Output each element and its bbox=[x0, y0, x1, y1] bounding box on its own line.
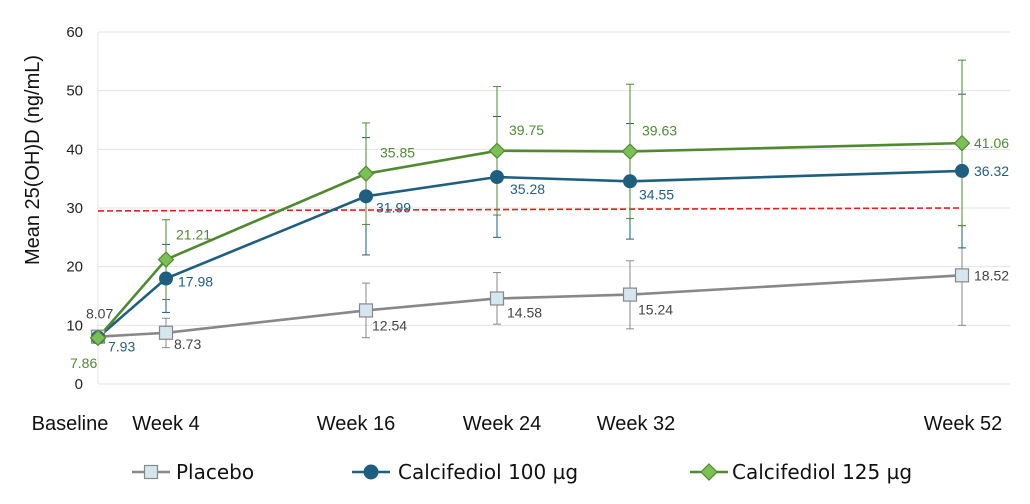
data-label: 35.85 bbox=[380, 145, 415, 161]
marker-diamond bbox=[89, 329, 107, 347]
data-label: 7.93 bbox=[108, 338, 135, 354]
marker-diamond bbox=[357, 165, 375, 183]
data-label: 8.73 bbox=[174, 336, 201, 352]
grid bbox=[97, 31, 1010, 385]
y-tick-label: 20 bbox=[66, 259, 83, 276]
y-tick-labels: 0 10 20 30 40 50 60 bbox=[66, 24, 83, 393]
marker-circle bbox=[359, 189, 373, 204]
legend-label: Placebo bbox=[176, 460, 254, 484]
data-label: 39.75 bbox=[509, 122, 544, 138]
marker-circle bbox=[159, 271, 173, 286]
x-tick-label: Week 52 bbox=[924, 413, 1003, 435]
y-axis-label: Mean 25(OH)D (ng/mL) bbox=[22, 55, 44, 265]
y-tick-label: 0 bbox=[75, 376, 83, 393]
data-label: 7.86 bbox=[70, 355, 97, 371]
legend-marker-circle bbox=[363, 464, 379, 480]
marker-circle bbox=[623, 174, 637, 189]
legend: Placebo Calcifediol 100 µg Calcifediol 125… bbox=[132, 460, 912, 484]
y-tick-label: 50 bbox=[66, 83, 83, 100]
reference-line bbox=[97, 207, 963, 212]
y-tick-label: 30 bbox=[66, 200, 83, 217]
markers bbox=[89, 134, 971, 347]
marker-square bbox=[954, 268, 970, 283]
marker-circle bbox=[490, 170, 504, 185]
marker-diamond bbox=[621, 143, 639, 160]
marker-square bbox=[158, 325, 174, 340]
data-label: 35.28 bbox=[510, 181, 545, 197]
legend-label: Calcifediol 125 µg bbox=[732, 460, 912, 484]
data-label: 34.55 bbox=[639, 186, 674, 202]
data-label: 21.21 bbox=[176, 227, 211, 243]
data-label: 12.54 bbox=[372, 317, 407, 333]
data-label: 31.99 bbox=[376, 199, 411, 215]
data-label: 18.52 bbox=[974, 267, 1009, 283]
data-label: 39.63 bbox=[642, 123, 677, 139]
marker-square bbox=[358, 303, 374, 318]
series-lines bbox=[97, 141, 963, 339]
x-tick-label: Baseline bbox=[32, 413, 109, 435]
legend-marker-diamond bbox=[700, 463, 718, 481]
x-tick-label: Week 24 bbox=[463, 413, 542, 435]
marker-diamond bbox=[157, 251, 175, 268]
reference-line-group bbox=[97, 207, 963, 212]
data-label: 17.98 bbox=[178, 274, 213, 290]
x-tick-label: Week 32 bbox=[597, 413, 676, 435]
marker-diamond bbox=[953, 134, 971, 152]
marker-square bbox=[489, 291, 505, 306]
y-tick-label: 10 bbox=[66, 317, 83, 334]
x-tick-label: Week 16 bbox=[317, 413, 396, 435]
data-label: 15.24 bbox=[638, 302, 673, 318]
marker-square bbox=[622, 287, 638, 302]
x-tick-labels: Baseline Week 4 Week 16 Week 24 Week 32 Week … bbox=[32, 413, 1003, 435]
legend-label: Calcifediol 100 µg bbox=[398, 460, 578, 484]
y-tick-label: 60 bbox=[66, 24, 83, 41]
data-labels: 8.07 8.73 12.54 14.58 15.24 18.52 7.93 17.98 31.… bbox=[70, 122, 1009, 371]
series-line bbox=[97, 274, 963, 338]
marker-circle bbox=[955, 163, 969, 178]
data-label: 8.07 bbox=[86, 306, 113, 322]
x-tick-label: Week 4 bbox=[132, 413, 199, 435]
data-label: 41.06 bbox=[974, 135, 1009, 151]
legend-marker-square bbox=[143, 464, 159, 480]
data-label: 14.58 bbox=[507, 304, 542, 320]
series-line bbox=[97, 141, 963, 339]
marker-diamond bbox=[488, 142, 506, 160]
series-line bbox=[97, 169, 963, 339]
y-tick-label: 40 bbox=[66, 141, 83, 158]
data-label: 36.32 bbox=[974, 163, 1009, 179]
